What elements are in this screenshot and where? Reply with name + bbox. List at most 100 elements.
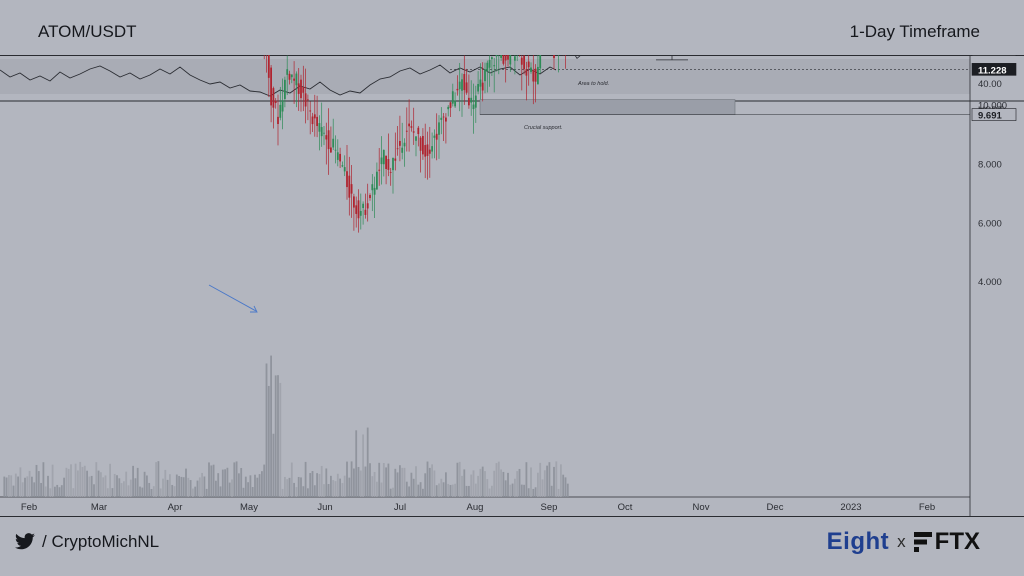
volume-bar <box>17 476 19 497</box>
volume-bar <box>451 484 454 497</box>
candle-body <box>431 146 433 152</box>
volume-bar <box>111 488 114 497</box>
candle-body <box>419 137 422 151</box>
volume-bar <box>217 473 220 497</box>
volume-bar <box>366 427 369 497</box>
volume-bar <box>31 476 33 497</box>
price-tag <box>971 63 1017 76</box>
volume-bar <box>507 472 509 497</box>
volume-bar <box>385 467 387 497</box>
volume-bar <box>146 475 148 497</box>
volume-bar <box>164 469 167 497</box>
volume-bar <box>470 474 473 497</box>
candle-countdown: 08:49:25 <box>978 55 1015 56</box>
candle-body <box>389 171 392 173</box>
volume-bar <box>247 482 249 497</box>
volume-bar <box>249 475 252 497</box>
projection-path <box>574 55 582 59</box>
candle-body <box>461 79 463 91</box>
candle-body <box>371 184 374 191</box>
volume-bar <box>235 461 238 497</box>
candle-body <box>500 55 502 58</box>
brand-logos: Eight x FTX <box>827 528 980 556</box>
volume-bar <box>141 487 144 497</box>
candle-body <box>311 116 314 125</box>
volume-bar <box>258 474 261 497</box>
volume-bar <box>127 485 130 497</box>
candle-body <box>447 106 450 110</box>
volume-bar <box>152 486 155 497</box>
candle-body <box>468 97 470 106</box>
volume-bar <box>493 470 496 497</box>
candle-body <box>318 123 321 132</box>
volume-bar <box>90 475 93 497</box>
x-tick-label: Jul <box>394 502 406 513</box>
volume-bar <box>447 483 450 497</box>
price-chart[interactable]: USDT 40.00 Next target zone.Inefficiency… <box>0 55 1024 517</box>
volume-bar <box>8 475 10 497</box>
candle-body <box>364 209 367 215</box>
candle-body <box>426 144 429 156</box>
volume-bar <box>58 487 61 497</box>
volume-bar <box>484 471 486 497</box>
candle-body <box>355 205 358 214</box>
candle-body <box>267 55 270 78</box>
candle-body <box>509 55 512 65</box>
twitter-handle[interactable]: / CryptoMichNL <box>14 532 159 552</box>
candle-body <box>486 62 489 72</box>
volume-bar <box>284 476 286 497</box>
candle-body <box>410 126 413 128</box>
candle-body <box>458 81 461 90</box>
candle-body <box>470 97 473 103</box>
y-tick-label: 4.000 <box>978 277 1002 288</box>
volume-bar <box>323 484 325 497</box>
candle-body <box>277 116 279 125</box>
candle-body <box>302 86 305 93</box>
candle-body <box>472 104 475 110</box>
volume-bar <box>139 486 141 497</box>
volume-bar <box>254 474 256 497</box>
volume-bar <box>290 462 293 497</box>
volume-bar <box>228 482 231 497</box>
volume-bar <box>5 477 8 497</box>
x-tick-label: Feb <box>21 502 37 513</box>
candle-body <box>442 116 445 118</box>
candle-body <box>403 142 406 147</box>
volume-bar <box>304 461 307 497</box>
candle-body <box>293 78 295 81</box>
volume-bar <box>295 487 298 497</box>
volume-bar <box>302 486 305 497</box>
volume-bar <box>256 477 259 497</box>
volume-bar <box>419 482 422 497</box>
candle-body <box>527 61 530 68</box>
candle-body <box>454 100 456 107</box>
candle-body <box>438 122 440 135</box>
price-tag-value: 9.691 <box>978 111 1002 122</box>
candle-body <box>399 140 401 146</box>
volume-bar <box>382 463 385 497</box>
brand-separator: x <box>897 532 906 551</box>
volume-bar <box>341 483 344 497</box>
volume-bar <box>182 477 185 497</box>
candle-body <box>286 69 289 75</box>
volume-bar <box>401 467 404 497</box>
volume-bar <box>350 461 353 497</box>
crucial-support-label: Crucial support. <box>524 125 563 131</box>
volume-bar <box>543 470 546 497</box>
volume-bar <box>240 467 243 497</box>
volume-bar <box>143 471 146 497</box>
volume-bar <box>438 483 440 497</box>
volume-bar <box>415 466 417 497</box>
volume-bar <box>433 470 436 497</box>
candle-body <box>357 200 360 219</box>
candle-body <box>341 165 344 167</box>
volume-bar <box>150 488 153 497</box>
volume-bar <box>327 484 330 497</box>
volume-bar <box>405 481 408 497</box>
candle-body <box>525 69 528 76</box>
candle-body <box>396 148 399 150</box>
x-tick-label: Jun <box>317 502 332 513</box>
candle-body <box>380 157 383 165</box>
volume-bar <box>14 473 17 497</box>
volume-bar <box>201 472 203 497</box>
